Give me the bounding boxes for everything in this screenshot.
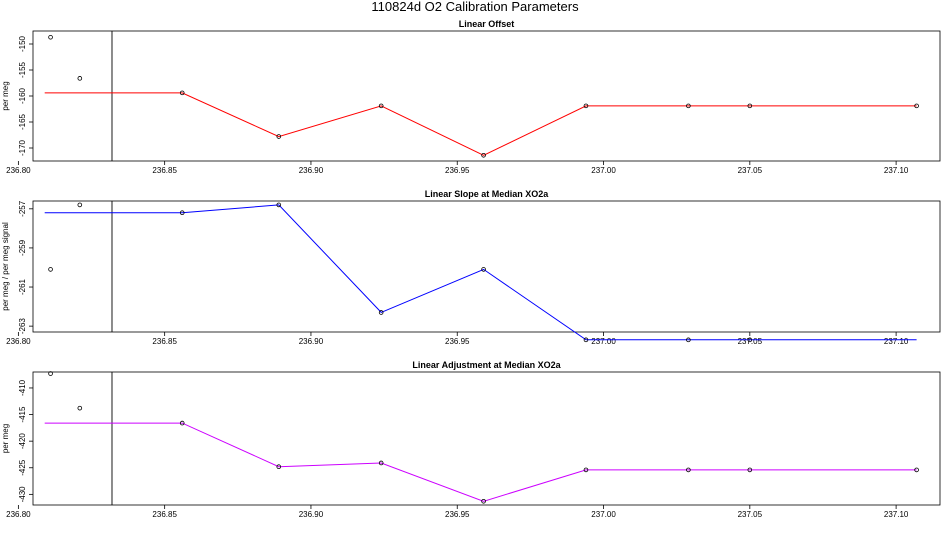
y-tick-label: -415: [18, 406, 27, 423]
x-tick-label: 237.10: [884, 510, 909, 519]
panel-title: Linear Adjustment at Median XO2a: [412, 360, 561, 370]
y-tick-label: -257: [18, 200, 27, 217]
y-tick-label: -150: [18, 35, 27, 52]
y-tick-label: -155: [18, 61, 27, 78]
x-tick-label: 236.85: [152, 510, 177, 519]
data-point: [179, 210, 185, 216]
data-point: [48, 371, 53, 376]
panel-title: Linear Offset: [459, 19, 515, 29]
x-tick-label: 237.10: [884, 337, 909, 346]
linear-offset-line: [44, 92, 917, 156]
data-point: [276, 464, 282, 469]
x-tick-label: 236.85: [152, 337, 177, 346]
plot-frame: [32, 371, 941, 506]
y-tick-label: -430: [18, 486, 27, 503]
y-tick-label: -263: [18, 318, 27, 335]
data-point: [77, 405, 83, 411]
x-tick-label: 237.00: [591, 337, 616, 346]
data-point: [686, 337, 691, 343]
panel-3: Linear Adjustment at Median XO2a 236.80 23…: [1, 360, 941, 519]
x-tick-label: 236.85: [152, 166, 177, 175]
linear-slope-at-median-xo2a-line: [44, 204, 917, 341]
y-axis-label: per meg: [1, 424, 10, 453]
x-tick-label: 236.80: [6, 510, 31, 519]
y-tick-label: -410: [18, 379, 27, 396]
data-point: [583, 337, 589, 343]
figure-title: 110824d O2 Calibration Parameters: [371, 0, 579, 14]
data-point: [378, 310, 384, 315]
x-tick-label: 236.90: [299, 337, 324, 346]
data-point: [378, 460, 384, 466]
y-axis-label: per meg: [1, 81, 10, 110]
y-tick-label: -170: [18, 139, 27, 156]
x-tick-label: 236.95: [445, 166, 470, 175]
data-point: [77, 202, 83, 208]
data-point: [48, 34, 53, 40]
data-point: [179, 90, 185, 96]
data-point: [747, 467, 753, 473]
x-tick-label: 236.80: [6, 166, 31, 175]
data-point: [77, 76, 83, 81]
data-point: [179, 420, 185, 426]
data-point: [914, 467, 919, 473]
data-point: [747, 103, 753, 109]
data-point: [276, 202, 282, 208]
x-tick-label: 237.10: [884, 166, 909, 175]
data-point: [583, 467, 589, 473]
x-tick-label: 236.95: [445, 510, 470, 519]
y-axis-label: per meg / per meg signal: [1, 222, 10, 311]
y-tick-label: -165: [18, 113, 27, 130]
y-tick-label: -259: [18, 239, 27, 256]
data-point: [276, 134, 282, 139]
panel-2: Linear Slope at Median XO2a 236.80 236.85 2…: [1, 189, 941, 346]
data-point: [747, 337, 753, 343]
data-point: [378, 103, 384, 109]
plot-frame: [32, 30, 941, 162]
y-tick-label: -420: [18, 433, 27, 450]
x-tick-label: 237.05: [738, 166, 763, 175]
data-point: [481, 267, 486, 272]
x-tick-label: 236.95: [445, 337, 470, 346]
x-tick-label: 236.80: [6, 337, 31, 346]
y-tick-label: -261: [18, 278, 27, 295]
data-point: [481, 498, 486, 504]
data-point: [686, 467, 691, 473]
linear-adjustment-at-median-xo2a-line: [44, 422, 917, 502]
data-point: [914, 103, 919, 109]
panel-title: Linear Slope at Median XO2a: [425, 189, 550, 199]
x-tick-label: 237.00: [591, 166, 616, 175]
panel-1: Linear Offset 236.80 236.85 236.90 236.95 237…: [1, 19, 941, 175]
data-point: [686, 103, 691, 109]
y-tick-label: -160: [18, 87, 27, 104]
x-tick-label: 236.90: [299, 166, 324, 175]
data-point: [481, 152, 486, 158]
x-tick-label: 236.90: [299, 510, 324, 519]
x-tick-label: 237.05: [738, 510, 763, 519]
x-tick-label: 237.00: [591, 510, 616, 519]
data-point: [583, 103, 589, 109]
data-point: [48, 267, 53, 272]
y-tick-label: -425: [18, 459, 27, 476]
plot-frame: [32, 200, 941, 333]
